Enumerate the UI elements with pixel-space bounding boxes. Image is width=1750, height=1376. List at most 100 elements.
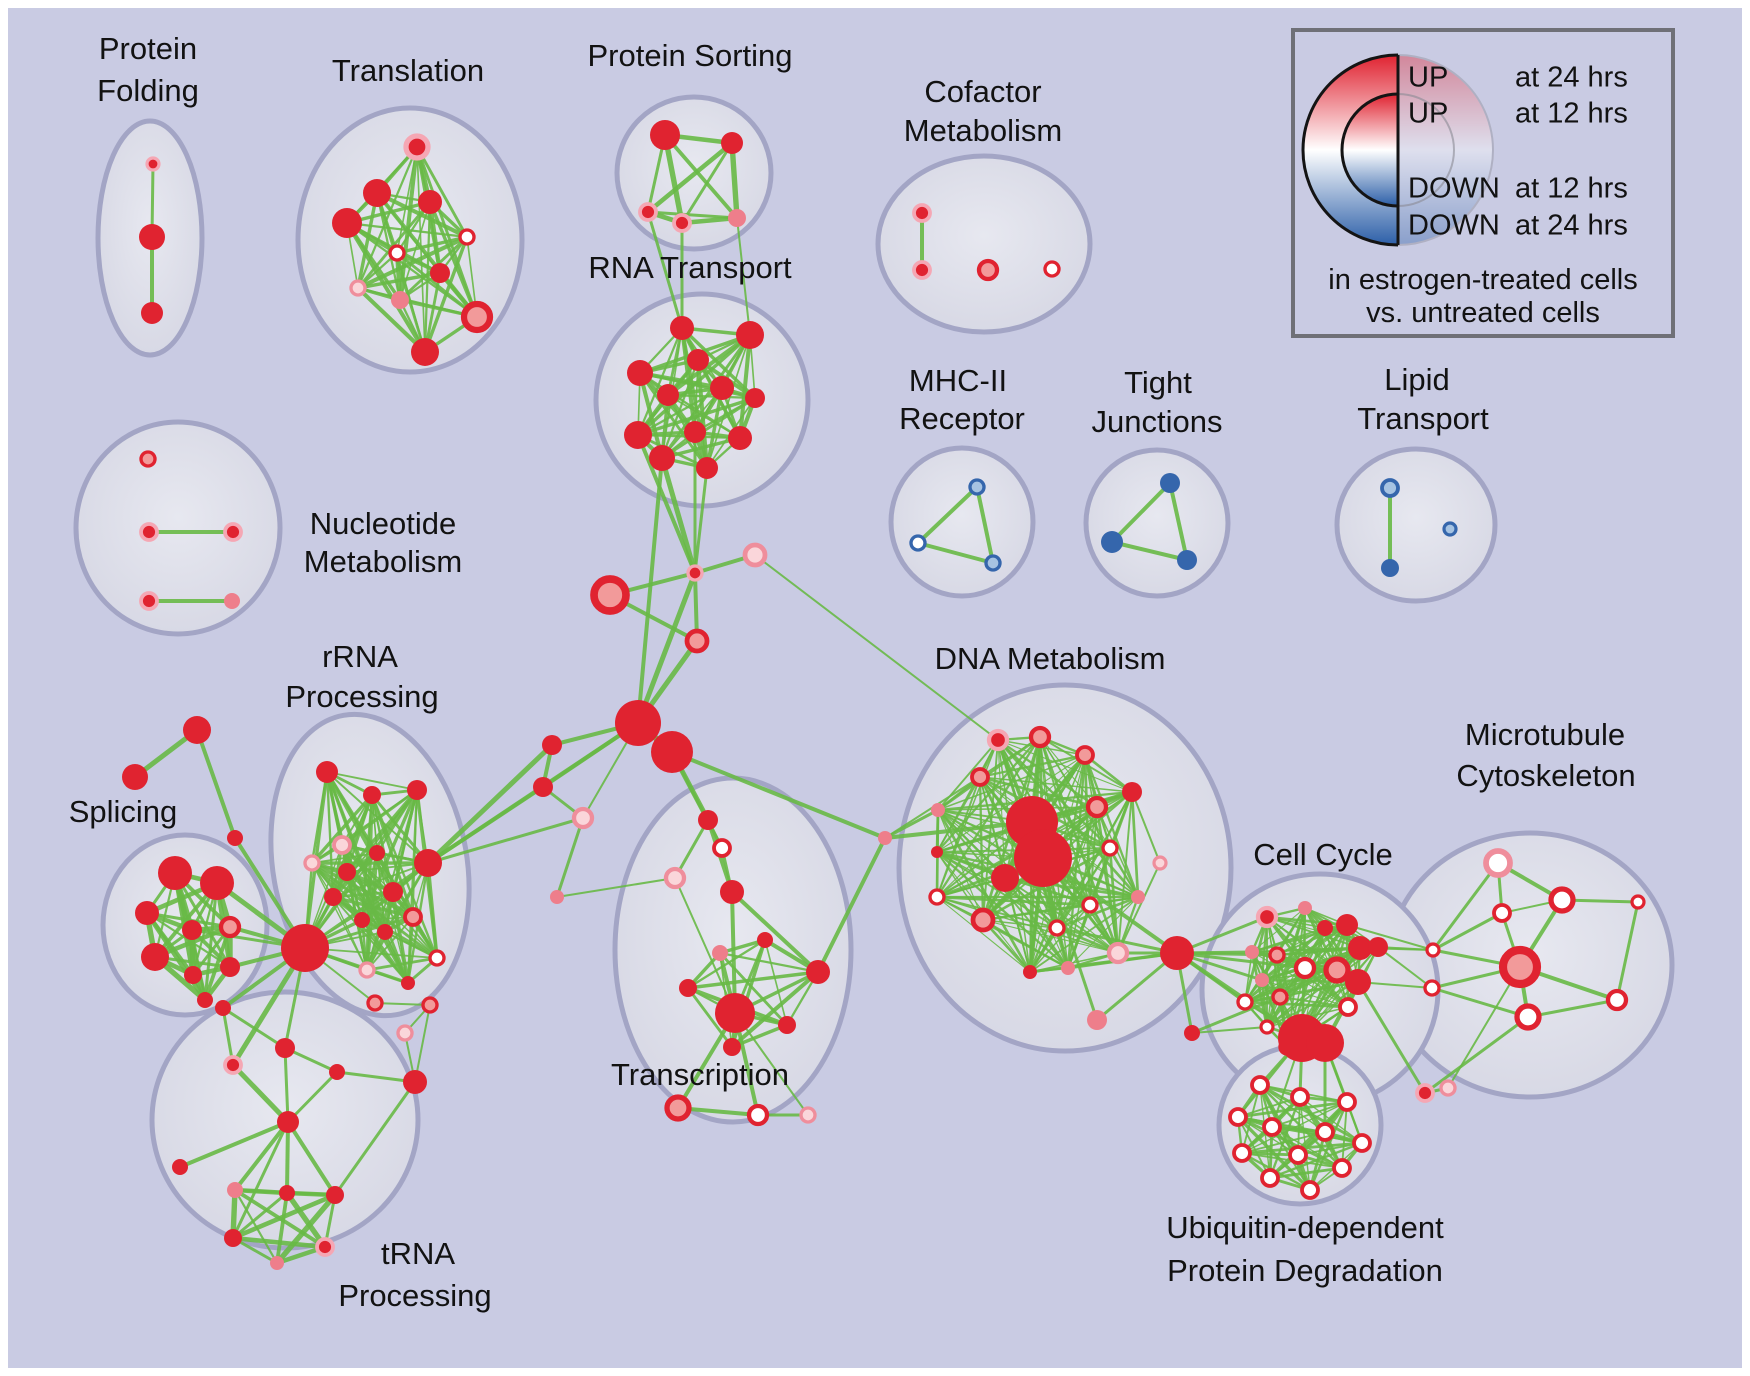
gene-node-x9 [806, 960, 830, 984]
gene-node-f3 [141, 302, 163, 324]
cluster-label-protein-folding: Protein [99, 31, 197, 66]
gene-node-lp3 [1381, 559, 1399, 577]
cluster-label-transcription: Transcription [611, 1057, 789, 1092]
legend-time-label: at 12 hrs [1515, 173, 1628, 205]
gene-node-k13 [1271, 988, 1289, 1006]
edge [1168, 481, 1189, 562]
edge [426, 721, 640, 865]
edge [555, 816, 585, 899]
gene-node-x8 [679, 979, 697, 997]
gene-node-q12 [1300, 1180, 1320, 1200]
edge [1083, 753, 1140, 899]
gene-node-d4 [970, 767, 990, 787]
edge [384, 931, 409, 984]
gene-node-k17 [1338, 997, 1358, 1017]
gene-node-w3 [227, 1182, 243, 1198]
edge [406, 915, 415, 985]
gene-node-r4 [687, 349, 709, 371]
edge [1526, 998, 1619, 1019]
edge [729, 969, 821, 1050]
gene-node-lp2 [1442, 521, 1458, 537]
gene-node-d1 [986, 728, 1010, 752]
gene-node-mh1 [968, 478, 986, 496]
edge [1029, 791, 1133, 973]
edge [423, 235, 469, 354]
gene-node-n1 [139, 450, 157, 468]
gene-node-t11 [411, 338, 439, 366]
edge [332, 896, 409, 984]
gene-node-r2 [736, 321, 764, 349]
gene-node-g14 [281, 924, 329, 972]
cluster-label-trna-processing: tRNA [381, 1236, 455, 1271]
edge [1237, 1116, 1271, 1179]
edge [231, 1120, 290, 1240]
edge [659, 455, 698, 576]
edge [636, 396, 757, 437]
edge [1268, 1166, 1344, 1180]
edge [1056, 754, 1086, 929]
gene-node-l2 [533, 777, 553, 797]
edge [764, 939, 788, 1026]
gene-node-mh3 [984, 554, 1002, 572]
edge [221, 1006, 287, 1050]
edge [230, 1235, 328, 1250]
edge [978, 775, 1099, 809]
edge [355, 234, 470, 291]
gene-node-k4 [1336, 914, 1358, 936]
gene-node-m0 [1425, 942, 1441, 958]
gene-node-r10 [728, 426, 752, 450]
edge [1095, 805, 1120, 955]
gene-node-n4 [139, 591, 159, 611]
gene-node-a3 [227, 830, 243, 846]
gene-node-q10 [1332, 1158, 1352, 1178]
gene-node-m1 [1483, 848, 1513, 878]
edge [936, 896, 1031, 973]
edge [816, 836, 887, 974]
edge [145, 911, 232, 929]
edge [660, 436, 742, 460]
legend-circle-right-faded [1398, 54, 1494, 246]
edge [285, 1120, 290, 1195]
edge [916, 485, 979, 545]
edge [718, 951, 820, 974]
edge [693, 466, 709, 575]
cluster-label-lipid-transport: Transport [1357, 401, 1489, 436]
gene-node-g20 [275, 1038, 295, 1058]
gene-node-w4 [279, 1185, 295, 1201]
gene-node-r7 [745, 388, 765, 408]
cluster-label-splicing: Splicing [69, 794, 178, 829]
edge [203, 881, 219, 1002]
edge [1039, 736, 1139, 898]
edge [428, 200, 479, 319]
edge [1055, 895, 1140, 930]
gene-node-x2 [712, 838, 732, 858]
gene-node-w8 [270, 1256, 284, 1270]
gene-node-m6 [1514, 1003, 1542, 1031]
edge [231, 1191, 289, 1240]
edge [1130, 790, 1140, 899]
gene-node-d5 [931, 803, 945, 817]
gene-node-m10 [1415, 1083, 1435, 1103]
edge [686, 970, 820, 990]
edge [1431, 911, 1504, 952]
cluster-label-tight-junctions: Junctions [1092, 404, 1223, 439]
gene-node-s4 [672, 213, 692, 233]
gene-node-k3 [1317, 920, 1333, 936]
cluster-label-dna-metabolism: DNA Metabolism [935, 641, 1166, 676]
edge [426, 816, 585, 865]
gene-node-q4 [1228, 1107, 1248, 1127]
gene-node-t4 [418, 190, 442, 214]
edge [356, 145, 419, 290]
gene-node-m7 [1630, 894, 1646, 910]
gene-node-u0b [1306, 1024, 1344, 1062]
gene-node-q2 [1290, 1087, 1310, 1107]
edge [1430, 986, 1530, 1019]
edge [635, 570, 698, 726]
edge [1251, 951, 1349, 1008]
gene-node-d9 [931, 846, 943, 858]
gene-node-g3 [407, 780, 427, 800]
edge [686, 986, 734, 1049]
edge [286, 1120, 337, 1197]
cluster-ellipse-lipid-transport [1334, 446, 1498, 604]
edge [335, 1070, 417, 1084]
